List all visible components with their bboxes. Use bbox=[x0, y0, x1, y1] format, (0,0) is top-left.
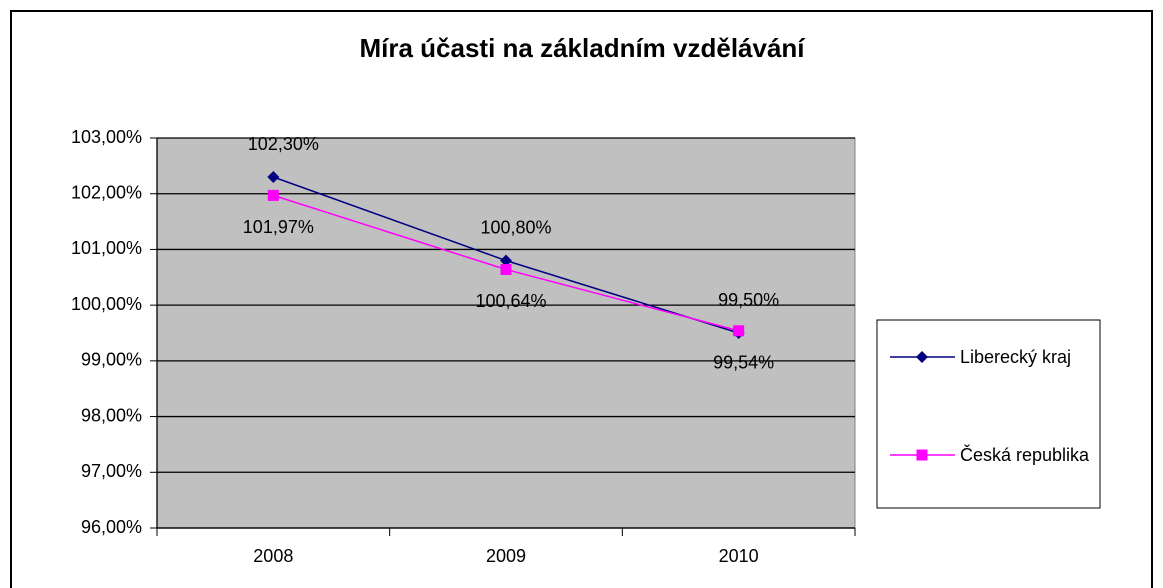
data-point bbox=[733, 325, 745, 337]
y-tick-label: 101,00% bbox=[71, 238, 142, 258]
y-tick-label: 98,00% bbox=[81, 405, 142, 425]
data-label: 100,64% bbox=[475, 291, 546, 311]
y-tick-label: 99,00% bbox=[81, 350, 142, 370]
plot-area bbox=[156, 137, 856, 529]
y-tick-label: 97,00% bbox=[81, 461, 142, 481]
legend-box bbox=[876, 319, 1101, 509]
legend-label: Česká republika bbox=[960, 445, 1090, 465]
data-label: 101,97% bbox=[243, 217, 314, 237]
y-tick-label: 103,00% bbox=[71, 127, 142, 147]
data-point bbox=[267, 189, 279, 201]
data-point bbox=[500, 263, 512, 275]
data-label: 100,80% bbox=[480, 217, 551, 237]
data-point bbox=[500, 254, 512, 267]
legend-marker bbox=[916, 351, 928, 363]
y-tick-label: 100,00% bbox=[71, 294, 142, 314]
data-label: 99,50% bbox=[718, 290, 779, 310]
y-tick-label: 96,00% bbox=[81, 517, 142, 537]
legend-label: Liberecký kraj bbox=[960, 347, 1072, 367]
legend-marker bbox=[916, 449, 928, 461]
x-tick-label: 2009 bbox=[486, 546, 526, 566]
x-tick-label: 2008 bbox=[253, 546, 293, 566]
data-label: 99,54% bbox=[713, 353, 774, 373]
data-point bbox=[267, 171, 280, 183]
y-tick-label: 102,00% bbox=[71, 182, 142, 202]
chart-title: Míra účasti na základním vzdělávání bbox=[359, 33, 805, 63]
x-tick-label: 2010 bbox=[719, 546, 759, 566]
data-label: 102,30% bbox=[248, 134, 319, 154]
